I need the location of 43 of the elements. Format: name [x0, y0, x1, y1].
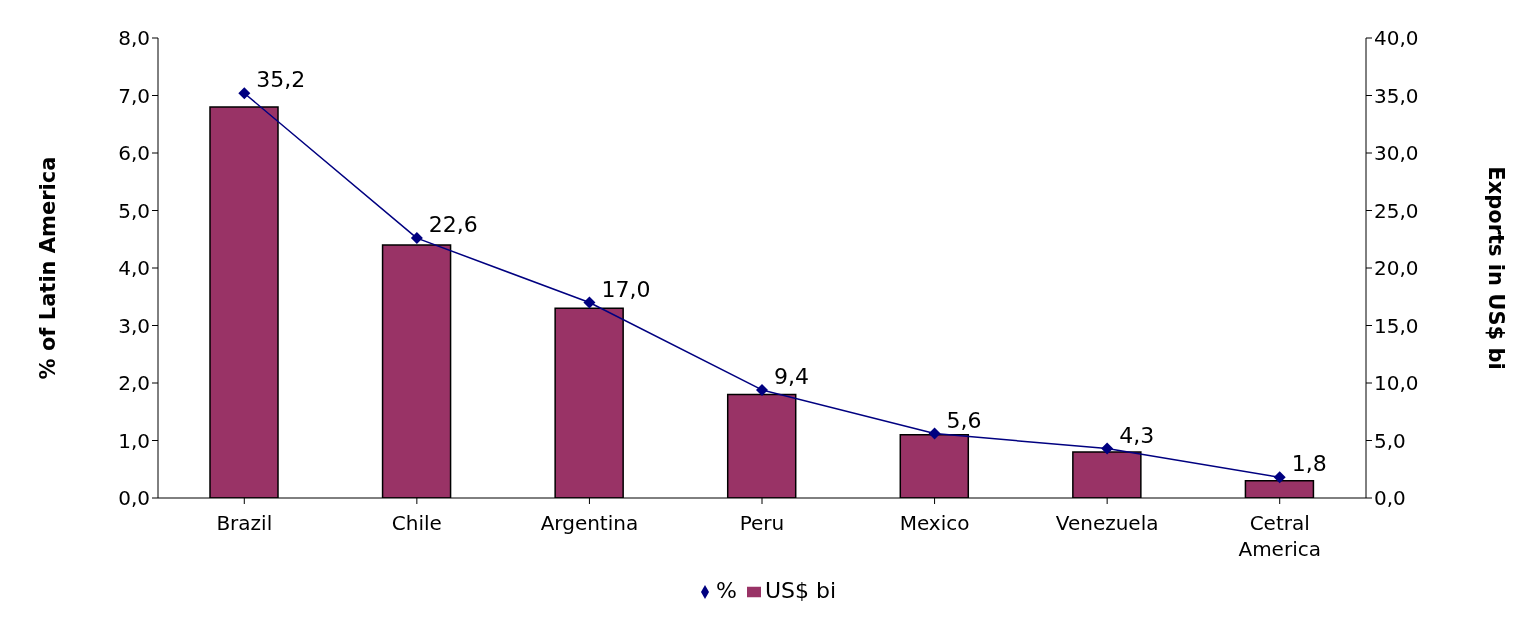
y2-tick-label: 35,0 — [1374, 83, 1419, 108]
data-label: 22,6 — [428, 212, 478, 238]
x-tick-label: Argentina — [540, 511, 639, 535]
y-tick-label: 7,0 — [118, 83, 150, 108]
y-axis-title: % of Latin America — [36, 156, 61, 380]
x-tick-label: Peru — [739, 511, 785, 535]
data-label: 4,3 — [1119, 422, 1155, 448]
y2-tick-label: 0,0 — [1374, 486, 1406, 511]
x-tick-label: Cetral America — [1238, 511, 1321, 561]
point — [1273, 471, 1286, 484]
point — [756, 383, 768, 396]
x-tick-label: Venezuela — [1055, 511, 1159, 535]
point — [238, 87, 251, 100]
y2-tick-label: 25,0 — [1374, 198, 1419, 223]
point — [410, 232, 423, 245]
y2-tick-label: 5,0 — [1374, 428, 1406, 453]
point — [583, 296, 596, 309]
y-tick-label: 5,0 — [118, 198, 150, 223]
legend-label: US$ bi — [764, 578, 837, 603]
y-tick-label: 2,0 — [118, 371, 150, 396]
x-tick-label: Brazil — [216, 511, 273, 535]
point — [1101, 442, 1114, 455]
y2-tick-label: 15,0 — [1374, 313, 1419, 338]
y2-axis-title: Exports in US$ bi — [1483, 166, 1508, 370]
point — [928, 427, 941, 440]
legend-label: % — [715, 578, 737, 603]
y-tick-label: 1,0 — [118, 428, 150, 453]
x-tick-label: Mexico — [899, 511, 970, 535]
data-label: 9,4 — [774, 363, 809, 389]
y2-tick-label: 40,0 — [1374, 26, 1419, 51]
x-tick-label: Chile — [391, 511, 442, 535]
y-tick-label: 8,0 — [118, 26, 150, 51]
y-tick-label: 4,0 — [118, 256, 150, 281]
data-label: 1,8 — [1291, 451, 1327, 477]
y-tick-label: 0,0 — [118, 486, 150, 511]
data-label: 17,0 — [601, 276, 651, 302]
y2-tick-label: 10,0 — [1374, 371, 1419, 396]
y2-tick-label: 20,0 — [1374, 256, 1419, 281]
y-tick-label: 6,0 — [118, 141, 150, 166]
y2-tick-label: 30,0 — [1374, 141, 1419, 166]
data-label: 5,6 — [946, 407, 982, 433]
data-label: 35,2 — [256, 67, 306, 93]
y-tick-label: 3,0 — [118, 313, 150, 338]
